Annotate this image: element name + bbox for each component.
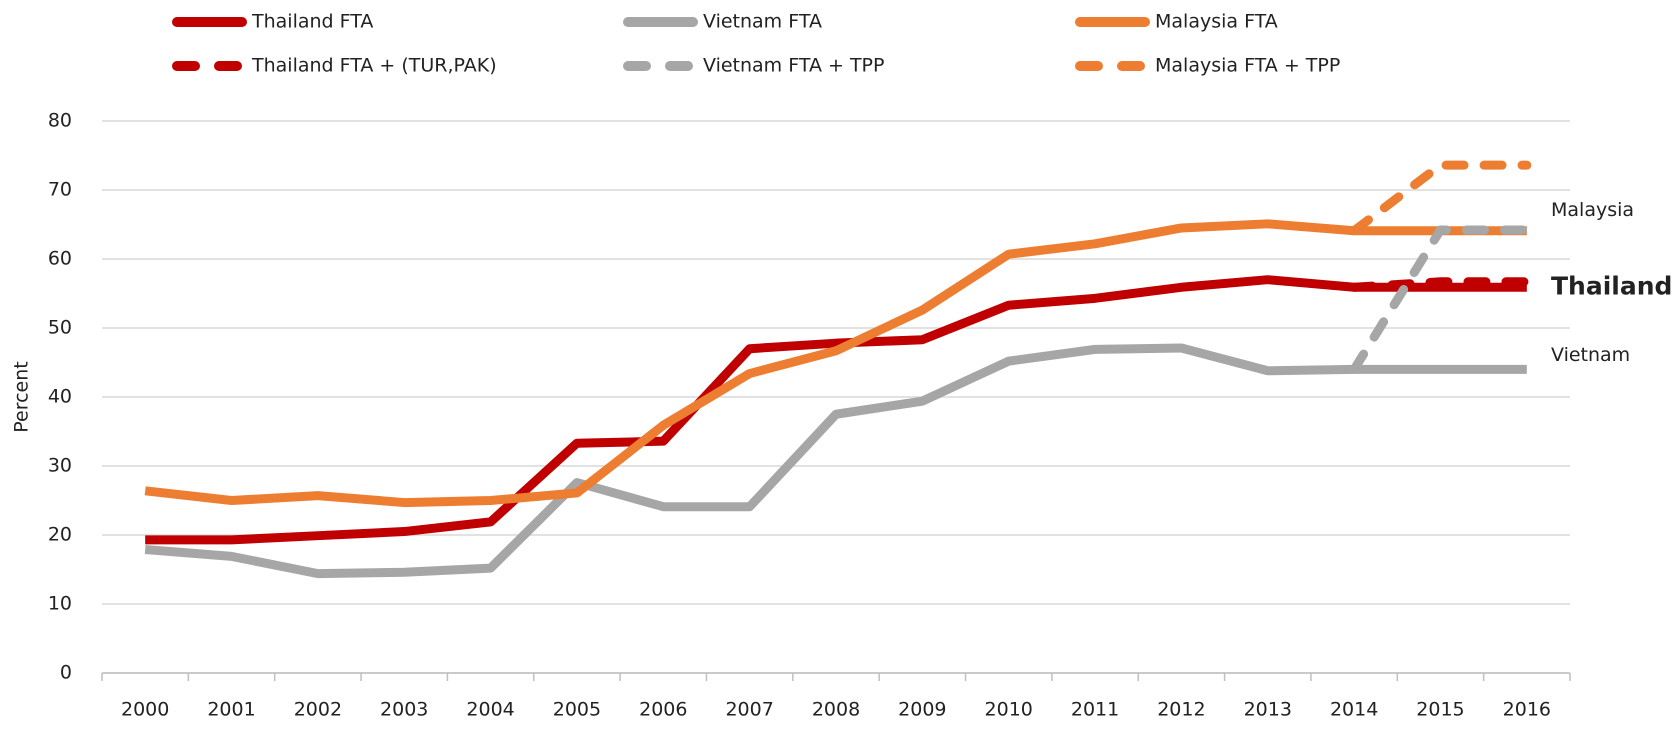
x-tick-label: 2009 xyxy=(898,699,946,721)
x-tick-label: 2004 xyxy=(466,699,514,721)
y-tick-label: 0 xyxy=(60,662,72,684)
series-line xyxy=(1349,277,1532,292)
y-tick-label: 30 xyxy=(48,455,72,477)
y-axis-label: Percent xyxy=(11,361,33,433)
series-line xyxy=(144,343,1527,579)
y-tick-label: 20 xyxy=(48,524,72,546)
x-tick-label: 2003 xyxy=(380,699,428,721)
y-tick-label: 10 xyxy=(48,593,72,615)
x-tick-label: 2013 xyxy=(1244,699,1292,721)
legend-label: Thailand FTA xyxy=(251,11,373,33)
annotation: Vietnam xyxy=(1551,344,1630,366)
legend-label: Vietnam FTA xyxy=(703,11,822,33)
x-tick-label: 2005 xyxy=(553,699,601,721)
series-line xyxy=(1349,160,1532,236)
x-tick-label: 2014 xyxy=(1330,699,1378,721)
x-tick-label: 2011 xyxy=(1071,699,1119,721)
annotation: Thailand xyxy=(1551,271,1672,300)
y-tick-label: 50 xyxy=(48,317,72,339)
y-tick-label: 60 xyxy=(48,248,72,270)
series-line xyxy=(1349,225,1532,374)
legend-label: Malaysia FTA xyxy=(1155,11,1278,33)
x-tick-label: 2007 xyxy=(725,699,773,721)
x-tick-label: 2010 xyxy=(985,699,1033,721)
legend-label: Malaysia FTA + TPP xyxy=(1155,55,1340,77)
x-tick-label: 2015 xyxy=(1416,699,1464,721)
x-tick-label: 2002 xyxy=(294,699,342,721)
y-tick-label: 40 xyxy=(48,386,72,408)
x-tick-label: 2000 xyxy=(121,699,169,721)
series-line xyxy=(144,219,1527,508)
series-line xyxy=(145,275,1527,545)
x-tick-label: 2008 xyxy=(812,699,860,721)
x-tick-label: 2012 xyxy=(1157,699,1205,721)
y-tick-label: 80 xyxy=(48,110,72,132)
y-tick-label: 70 xyxy=(48,179,72,201)
annotation: Malaysia xyxy=(1551,199,1634,221)
legend-label: Thailand FTA + (TUR,PAK) xyxy=(251,55,497,77)
x-tick-label: 2001 xyxy=(207,699,255,721)
legend-label: Vietnam FTA + TPP xyxy=(703,55,884,77)
x-tick-label: 2006 xyxy=(639,699,687,721)
x-tick-label: 2016 xyxy=(1503,699,1551,721)
